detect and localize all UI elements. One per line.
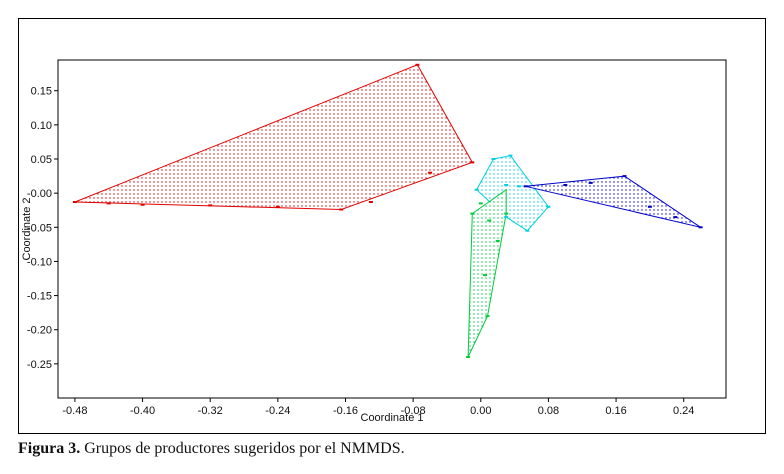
data-point-g1-4 bbox=[208, 204, 213, 207]
data-point-g2-8 bbox=[516, 185, 521, 188]
data-point-g4-4 bbox=[487, 219, 492, 222]
y-tick-label: -0.15 bbox=[27, 291, 52, 303]
x-tick-label: -0.40 bbox=[130, 405, 155, 417]
data-point-g4-6 bbox=[504, 212, 509, 215]
y-axis: 0.15 0.10 0.05 -0.00 -0.05 -0.10 -0.15 -0.20 -0.… bbox=[27, 86, 58, 371]
data-point-g4-5 bbox=[495, 239, 500, 242]
data-point-g1-7 bbox=[368, 201, 373, 203]
data-point-g4-3 bbox=[478, 202, 483, 205]
data-point-g2-1 bbox=[474, 188, 479, 191]
y-tick-label: 0.15 bbox=[31, 86, 52, 98]
data-point-g3-4 bbox=[622, 175, 627, 178]
x-tick-label: 0.24 bbox=[673, 405, 694, 417]
y-tick-label: 0.10 bbox=[31, 120, 52, 132]
x-axis-title: Coordinate 1 bbox=[361, 412, 424, 424]
y-tick-label: -0.00 bbox=[27, 188, 52, 200]
data-point-g1-5 bbox=[275, 205, 280, 208]
data-point-g2-6 bbox=[504, 216, 509, 219]
x-tick-label: 0.00 bbox=[470, 405, 491, 417]
data-point-g4-8 bbox=[483, 274, 487, 277]
data-point-g4-2 bbox=[470, 212, 475, 215]
data-point-g3-1 bbox=[523, 185, 528, 188]
data-point-g3-5 bbox=[647, 205, 652, 208]
group-hull-3 bbox=[525, 175, 701, 228]
y-tick-label: -0.05 bbox=[27, 222, 52, 234]
x-tick-label: 0.16 bbox=[605, 405, 626, 417]
data-point-g2-2 bbox=[491, 158, 496, 160]
data-point-g1-6 bbox=[339, 208, 344, 211]
y-axis-title: Coordinate 2 bbox=[21, 198, 33, 261]
page-header-strip bbox=[0, 0, 784, 10]
data-point-g1-3 bbox=[140, 203, 145, 206]
x-tick-label: 0.08 bbox=[538, 405, 559, 417]
x-tick-label: -0.32 bbox=[198, 405, 223, 417]
y-tick-label: -0.10 bbox=[27, 256, 52, 268]
data-point-g3-3 bbox=[588, 181, 593, 184]
group-hull-4 bbox=[467, 188, 507, 358]
data-point-g1-2 bbox=[106, 202, 111, 205]
caption-text: Grupos de productores sugeridos por el N… bbox=[80, 440, 405, 457]
data-point-g2-3 bbox=[508, 154, 513, 157]
data-point-g4-7 bbox=[485, 315, 490, 318]
x-tick-label: -0.48 bbox=[62, 405, 87, 417]
data-point-g2-4 bbox=[546, 205, 551, 208]
x-tick-label: -0.24 bbox=[265, 405, 290, 417]
x-axis: -0.48 -0.40 -0.32 -0.24 -0.16 -0.08 0.00 0.08 0.… bbox=[62, 398, 694, 417]
data-point-g3-6 bbox=[673, 216, 678, 219]
figure-caption: Figura 3. Grupos de productores sugerido… bbox=[18, 440, 405, 458]
data-point-g3-7 bbox=[698, 226, 703, 229]
y-tick-label: 0.05 bbox=[31, 154, 52, 166]
data-points bbox=[72, 63, 703, 358]
data-point-g2-7 bbox=[504, 184, 509, 186]
data-point-g3-2 bbox=[563, 184, 568, 186]
y-tick-label: -0.25 bbox=[27, 359, 52, 371]
data-point-g2-5 bbox=[525, 229, 530, 232]
caption-label: Figura 3. bbox=[18, 440, 81, 457]
data-point-g1-1 bbox=[72, 201, 77, 203]
y-tick-label: -0.20 bbox=[27, 325, 52, 337]
data-point-g1-9 bbox=[428, 171, 433, 174]
data-point-g4-1 bbox=[466, 356, 471, 358]
data-point-g1-10 bbox=[470, 161, 475, 164]
data-point-g1-8 bbox=[415, 63, 420, 66]
x-tick-label: -0.08 bbox=[401, 405, 426, 417]
x-tick-label: -0.16 bbox=[333, 405, 358, 417]
